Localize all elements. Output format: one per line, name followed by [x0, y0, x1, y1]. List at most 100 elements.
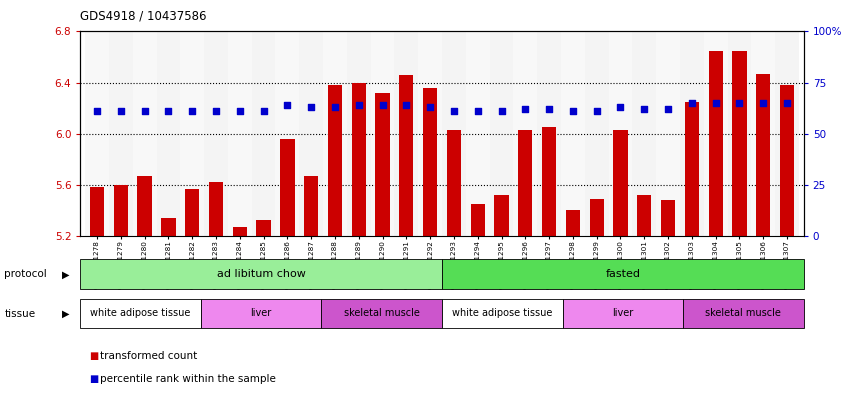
Text: liver: liver — [250, 309, 272, 318]
Bar — [708, 51, 722, 236]
Bar — [728, 31, 751, 236]
Bar — [613, 130, 628, 236]
Bar — [90, 187, 104, 236]
Bar — [780, 85, 794, 236]
Bar — [680, 31, 704, 236]
Bar — [608, 31, 632, 236]
Bar — [209, 182, 223, 236]
Bar — [490, 31, 514, 236]
Point — [566, 108, 580, 114]
Bar — [280, 139, 294, 236]
Text: ▶: ▶ — [62, 269, 69, 279]
Bar — [542, 127, 556, 236]
Bar — [561, 31, 585, 236]
Point — [590, 108, 603, 114]
Bar — [137, 176, 151, 236]
Bar — [751, 31, 775, 236]
Point — [328, 104, 342, 110]
Bar — [327, 85, 342, 236]
Bar — [113, 185, 128, 236]
Point — [471, 108, 485, 114]
Bar — [376, 93, 390, 236]
Bar — [80, 259, 442, 289]
Text: liver: liver — [613, 309, 634, 318]
Point — [305, 104, 318, 110]
Bar — [304, 176, 318, 236]
Text: skeletal muscle: skeletal muscle — [343, 309, 420, 318]
Point — [399, 102, 413, 108]
Text: skeletal muscle: skeletal muscle — [706, 309, 782, 318]
Text: ad libitum chow: ad libitum chow — [217, 269, 305, 279]
Bar — [661, 200, 675, 236]
Text: ■: ■ — [89, 374, 98, 384]
Point — [209, 108, 222, 114]
Text: percentile rank within the sample: percentile rank within the sample — [100, 374, 276, 384]
Bar — [683, 299, 804, 328]
Bar — [85, 31, 109, 236]
Point — [257, 108, 271, 114]
Bar — [157, 31, 180, 236]
Bar — [590, 199, 604, 236]
Point — [448, 108, 461, 114]
Bar — [733, 51, 746, 236]
Text: white adipose tissue: white adipose tissue — [452, 309, 552, 318]
Bar — [418, 31, 442, 236]
Point — [613, 104, 627, 110]
Bar — [518, 130, 532, 236]
Bar — [563, 299, 683, 328]
Text: GDS4918 / 10437586: GDS4918 / 10437586 — [80, 10, 207, 23]
Bar — [276, 31, 299, 236]
Point — [709, 100, 722, 106]
Bar — [185, 189, 200, 236]
Bar — [201, 299, 321, 328]
Bar — [80, 299, 201, 328]
Point — [662, 106, 675, 112]
Bar — [299, 31, 323, 236]
Bar — [251, 31, 276, 236]
Point — [376, 102, 389, 108]
Bar — [371, 31, 394, 236]
Point — [281, 102, 294, 108]
Point — [352, 102, 365, 108]
Bar — [352, 83, 365, 236]
Point — [138, 108, 151, 114]
Bar — [756, 73, 771, 236]
Bar — [109, 31, 133, 236]
Bar — [323, 31, 347, 236]
Point — [495, 108, 508, 114]
Bar — [133, 31, 157, 236]
Bar — [566, 210, 580, 236]
Point — [542, 106, 556, 112]
Bar — [321, 299, 442, 328]
Bar — [514, 31, 537, 236]
Bar — [256, 220, 271, 236]
Bar — [423, 88, 437, 236]
Bar — [399, 75, 414, 236]
Bar — [442, 31, 466, 236]
Bar — [684, 102, 699, 236]
Bar — [347, 31, 371, 236]
Bar — [704, 31, 728, 236]
Text: ▶: ▶ — [62, 309, 69, 319]
Point — [162, 108, 175, 114]
Point — [638, 106, 651, 112]
Bar — [494, 195, 508, 236]
Point — [114, 108, 128, 114]
Text: protocol: protocol — [4, 269, 47, 279]
Bar — [204, 31, 228, 236]
Bar — [447, 130, 461, 236]
Point — [780, 100, 794, 106]
Bar — [162, 218, 175, 236]
Bar — [537, 31, 561, 236]
Bar — [637, 195, 651, 236]
Bar — [466, 31, 490, 236]
Bar — [233, 227, 247, 236]
Text: white adipose tissue: white adipose tissue — [91, 309, 191, 318]
Point — [233, 108, 246, 114]
Point — [756, 100, 770, 106]
Bar — [228, 31, 251, 236]
Point — [685, 100, 699, 106]
Text: ■: ■ — [89, 351, 98, 361]
Text: fasted: fasted — [606, 269, 640, 279]
Bar — [585, 31, 608, 236]
